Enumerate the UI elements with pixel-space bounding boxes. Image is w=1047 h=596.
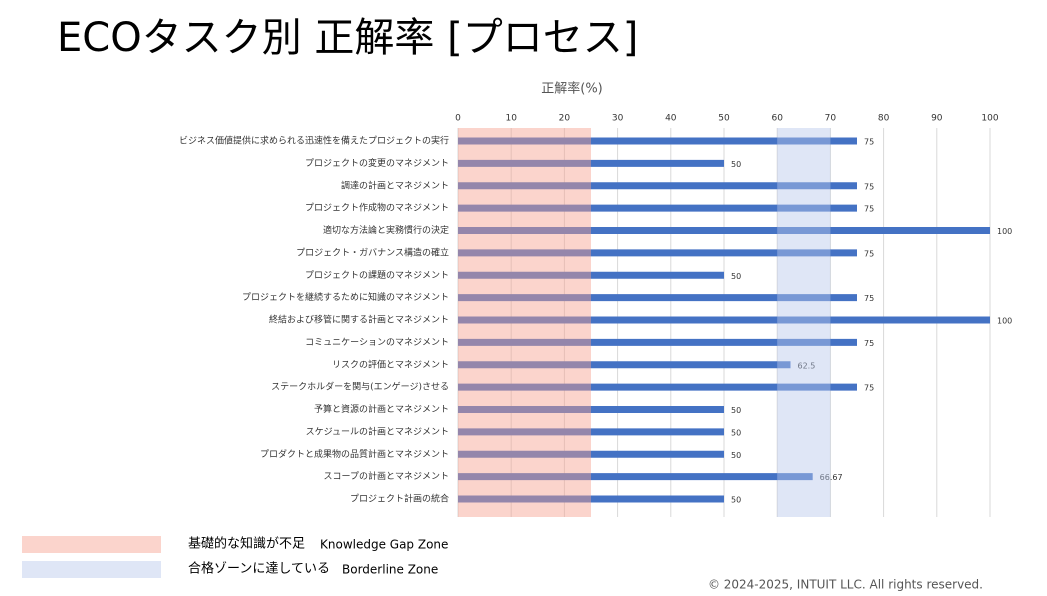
bar [458,338,857,346]
category-label: 予算と資源の計画とマネジメント [314,403,449,415]
bar [458,450,724,458]
category-label: スコープの計画とマネジメント [324,470,449,482]
legend-swatch [22,561,161,578]
value-label: 75 [864,182,874,191]
bar [458,473,813,481]
category-label: 終結および移管に関する計画とマネジメント [269,314,449,326]
zone [777,128,831,517]
chart-title: ECOタスク別 正解率 [プロセス] [57,15,638,61]
legend-label: 合格ゾーンに達している [188,561,330,577]
axis-title: 正解率(%) [541,81,603,97]
legend-label-en: Knowledge Gap Zone [320,538,448,552]
legend-label-en: Borderline Zone [342,563,438,577]
value-label: 50 [731,428,741,437]
value-label: 50 [731,272,741,281]
footer: © 2024-2025, INTUIT LLC. All rights rese… [708,578,983,592]
bar [458,204,857,212]
x-tick-label: 30 [612,114,624,124]
value-label: 75 [864,339,874,348]
category-label: プロダクトと成果物の品質計画とマネジメント [260,448,449,460]
value-label: 50 [731,451,741,460]
x-tick-label: 60 [771,114,783,124]
value-label: 62.5 [798,361,816,370]
bar [458,294,857,302]
x-tick-label: 70 [825,114,837,124]
category-label: スケジュールの計画とマネジメント [306,425,449,437]
category-label: プロジェクト計画の統合 [350,493,449,505]
category-label: プロジェクト作成物のマネジメント [305,202,449,214]
bar [458,137,857,145]
x-tick-label: 80 [878,114,890,124]
category-label: プロジェクトの変更のマネジメント [305,157,449,169]
zone [458,128,591,517]
value-label: 50 [731,496,741,505]
bar [458,361,791,369]
bar [458,406,724,413]
x-tick-label: 10 [505,114,517,124]
x-tick-label: 0 [455,114,461,124]
category-label: ステークホルダーを関与(エンゲージ)させる [271,381,449,393]
category-label: プロジェクト・ガバナンス構造の確立 [296,246,449,258]
bar [458,271,724,279]
category-label: プロジェクトを継続するために知識のマネジメント [242,291,449,303]
value-label: 75 [864,138,874,147]
category-label: プロジェクトの課題のマネジメント [305,269,449,281]
category-label: リスクの評価とマネジメント [332,358,449,370]
bar [458,227,990,234]
x-tick-label: 20 [559,114,571,124]
x-tick-label: 100 [981,114,998,124]
x-tick-label: 50 [718,114,730,124]
value-label: 75 [864,384,874,393]
category-label: 調達の計画とマネジメント [341,179,449,191]
category-label: ビジネス価値提供に求められる迅速性を備えたプロジェクトの実行 [179,135,449,147]
value-label: 100 [997,227,1012,236]
value-label: 75 [864,249,874,258]
value-label: 100 [997,317,1012,326]
value-label: 66.67 [820,473,843,482]
legend-swatch [22,536,161,553]
bar [458,428,724,436]
value-label: 50 [731,160,741,169]
value-label: 75 [864,205,874,214]
category-label: コミュニケーションのマネジメント [305,337,449,348]
value-label: 75 [864,294,874,303]
bar [458,182,857,190]
legend-label: 基礎的な知識が不足 [188,536,305,552]
bar [458,495,724,503]
bar [458,159,724,167]
bar [458,316,990,324]
bar [458,249,857,257]
value-label: 50 [731,406,741,415]
x-tick-label: 40 [665,114,677,124]
x-tick-label: 90 [931,114,943,124]
category-label: 適切な方法論と実務慣行の決定 [323,224,449,236]
bar [458,383,857,391]
